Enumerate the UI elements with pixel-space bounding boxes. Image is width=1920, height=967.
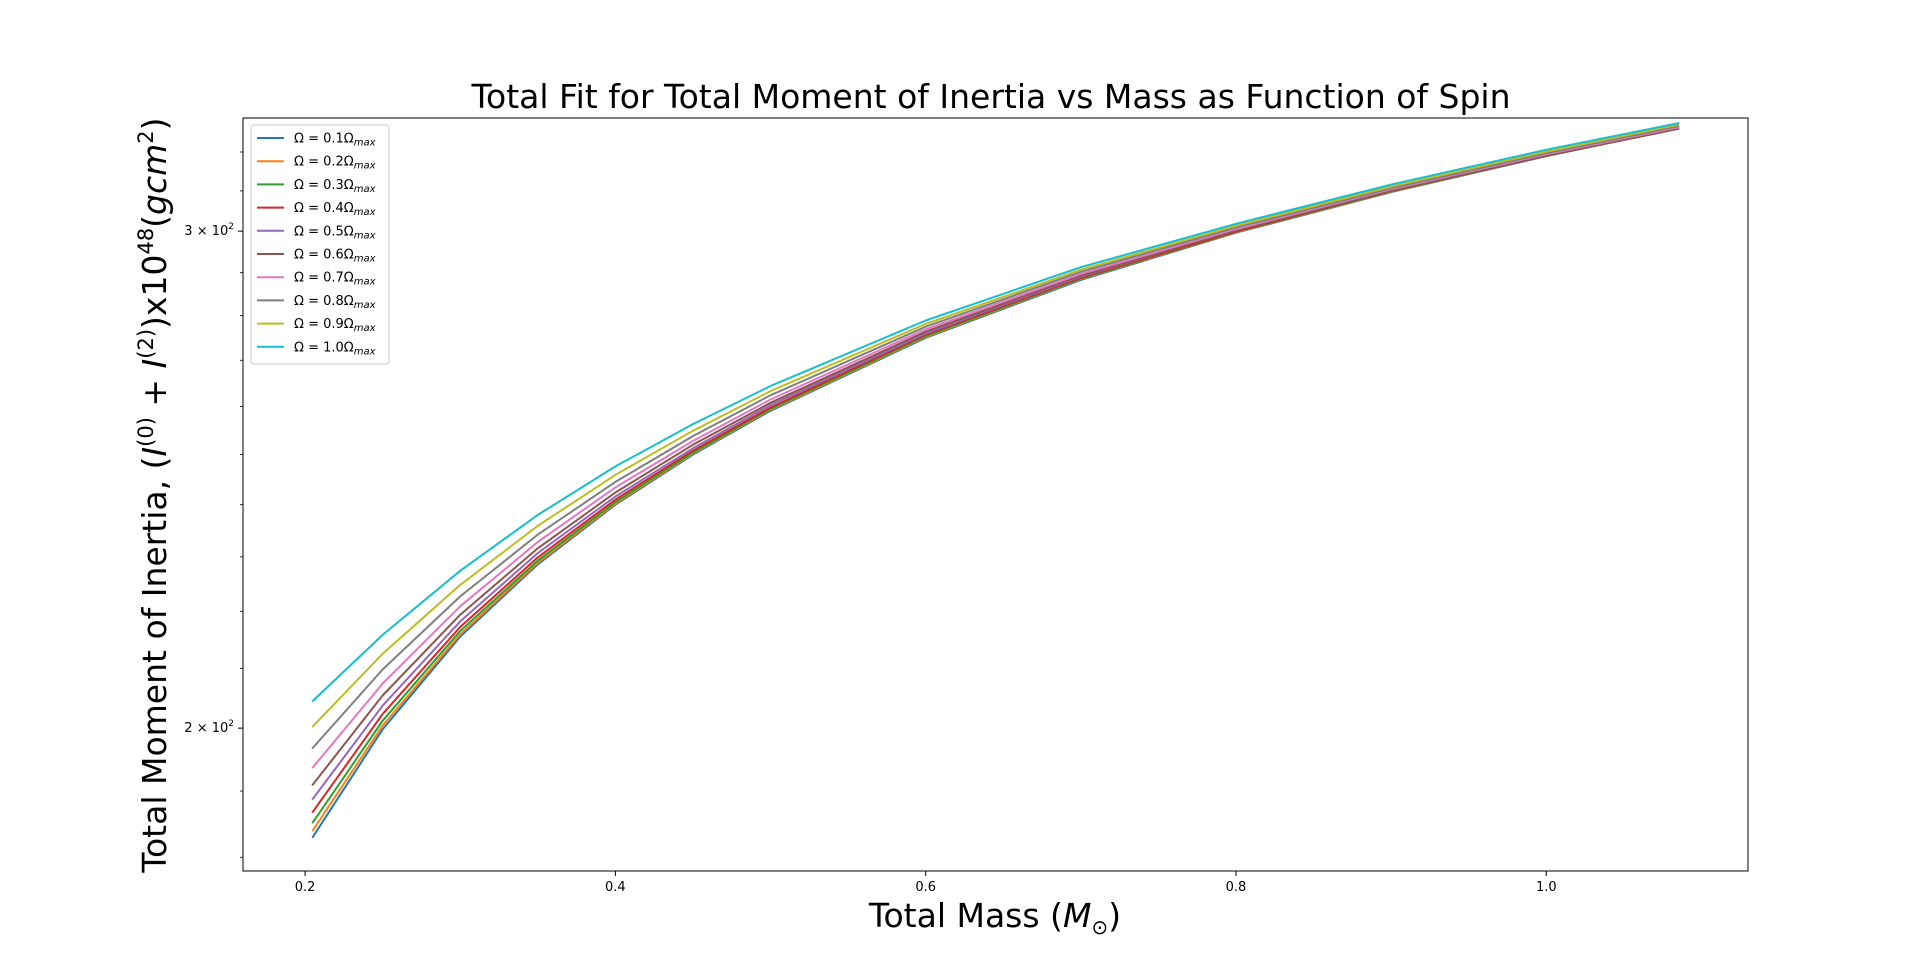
series-lines <box>311 122 1680 839</box>
chart-title: Total Fit for Total Moment of Inertia vs… <box>470 77 1510 116</box>
x-axis-label: Total Mass (M⊙) <box>868 896 1121 939</box>
series-line-1 <box>311 127 1680 839</box>
x-axis-label-text: Total Mass <box>868 896 1040 935</box>
series-line-2 <box>311 126 1680 832</box>
y-axis-ticks: 2 × 102 3 × 102 <box>184 151 243 858</box>
x-tick-label: 0.6 <box>915 880 936 895</box>
series-line-10 <box>311 122 1680 703</box>
legend-entry: Ω = 0.5Ωmax <box>294 224 376 241</box>
series-line-9 <box>311 123 1680 728</box>
series-line-3 <box>311 126 1680 824</box>
x-tick-label: 1.0 <box>1536 880 1557 895</box>
x-tick-label: 0.2 <box>295 880 316 895</box>
legend-entry: Ω = 0.8Ωmax <box>294 294 376 311</box>
x-tick-label: 0.8 <box>1226 880 1247 895</box>
series-line-7 <box>311 126 1680 769</box>
legend-entry: Ω = 0.7Ωmax <box>294 271 376 288</box>
legend-entry: Ω = 0.3Ωmax <box>294 178 376 195</box>
legend-entry: Ω = 0.6Ωmax <box>294 248 376 265</box>
y-axis-label: Total Moment of Inertia, (I(0) + I(2))x1… <box>134 117 174 873</box>
series-line-6 <box>311 127 1680 787</box>
legend-entry: Ω = 0.2Ωmax <box>294 155 376 172</box>
x-axis-ticks: 0.2 0.4 0.6 0.8 1.0 <box>295 871 1557 895</box>
legend-box <box>250 124 390 365</box>
x-tick-label: 0.4 <box>605 880 626 895</box>
x-axis-label-unit: M <box>1063 896 1091 935</box>
plot-area-frame <box>242 117 1749 872</box>
y-tick-label: 3 × 102 <box>184 222 234 239</box>
series-line-4 <box>311 126 1680 814</box>
legend-entry: Ω = 0.9Ωmax <box>294 317 376 334</box>
y-tick-label: 2 × 102 <box>184 719 234 736</box>
legend: Ω = 0.1Ωmax Ω = 0.2Ωmax Ω = 0.3Ωmax Ω = 0.4… <box>250 124 390 365</box>
series-line-5 <box>311 126 1680 801</box>
legend-entry: Ω = 1.0Ωmax <box>294 340 376 357</box>
legend-entry: Ω = 0.4Ωmax <box>294 201 376 218</box>
legend-items: Ω = 0.1Ωmax Ω = 0.2Ωmax Ω = 0.3Ωmax Ω = 0.4… <box>257 132 376 357</box>
x-axis-label-unit-sub: ⊙ <box>1091 915 1108 939</box>
series-line-8 <box>311 125 1680 750</box>
y-axis-label-text: Total Moment of Inertia, <box>135 469 174 873</box>
legend-entry: Ω = 0.1Ωmax <box>294 132 376 149</box>
